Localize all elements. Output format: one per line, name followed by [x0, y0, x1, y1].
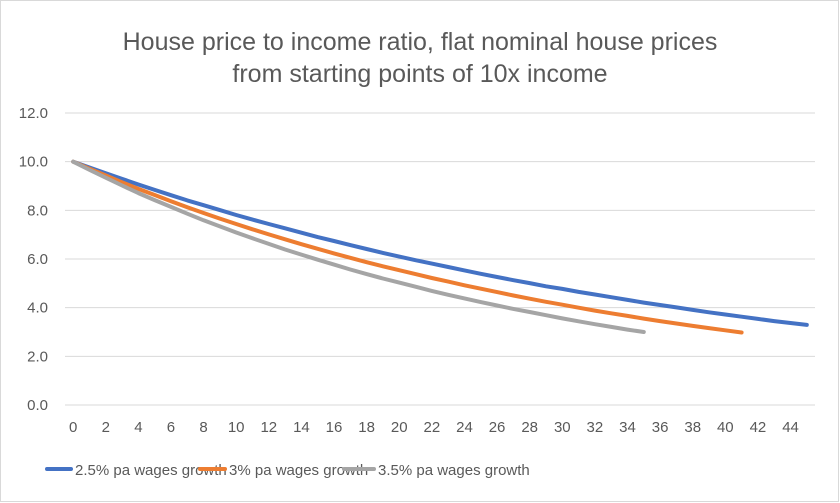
y-tick-label: 12.0 — [19, 105, 48, 122]
x-tick-label: 44 — [782, 419, 799, 436]
x-tick-label: 26 — [489, 419, 506, 436]
x-tick-label: 42 — [750, 419, 767, 436]
x-tick-label: 18 — [358, 419, 375, 436]
x-tick-label: 4 — [134, 419, 142, 436]
x-tick-label: 36 — [652, 419, 669, 436]
y-tick-label: 2.0 — [27, 348, 48, 365]
y-tick-label: 10.0 — [19, 154, 48, 171]
x-tick-label: 0 — [69, 419, 77, 436]
legend-label: 3% pa wages growth — [229, 462, 368, 479]
x-tick-label: 24 — [456, 419, 473, 436]
legend-label: 3.5% pa wages growth — [378, 462, 530, 479]
x-tick-label: 38 — [684, 419, 701, 436]
x-tick-label: 6 — [167, 419, 175, 436]
legend-label: 2.5% pa wages growth — [75, 462, 227, 479]
x-tick-label: 2 — [102, 419, 110, 436]
x-tick-label: 40 — [717, 419, 734, 436]
x-tick-label: 34 — [619, 419, 636, 436]
x-tick-label: 16 — [326, 419, 343, 436]
y-tick-label: 0.0 — [27, 397, 48, 414]
y-tick-label: 6.0 — [27, 251, 48, 268]
x-tick-label: 10 — [228, 419, 245, 436]
x-tick-label: 14 — [293, 419, 310, 436]
x-tick-label: 30 — [554, 419, 571, 436]
y-tick-label: 8.0 — [27, 202, 48, 219]
x-tick-label: 28 — [521, 419, 538, 436]
x-tick-label: 12 — [260, 419, 277, 436]
series-line-1 — [71, 159, 809, 327]
x-tick-label: 8 — [199, 419, 207, 436]
chart-title-line-2: from starting points of 10x income — [232, 60, 607, 88]
x-tick-label: 20 — [391, 419, 408, 436]
chart-title-line-1: House price to income ratio, flat nomina… — [123, 28, 718, 56]
x-tick-label: 32 — [587, 419, 604, 436]
x-tick-label: 22 — [424, 419, 441, 436]
series-line-2 — [71, 159, 744, 335]
y-tick-label: 4.0 — [27, 300, 48, 317]
series-line-3 — [71, 159, 646, 334]
